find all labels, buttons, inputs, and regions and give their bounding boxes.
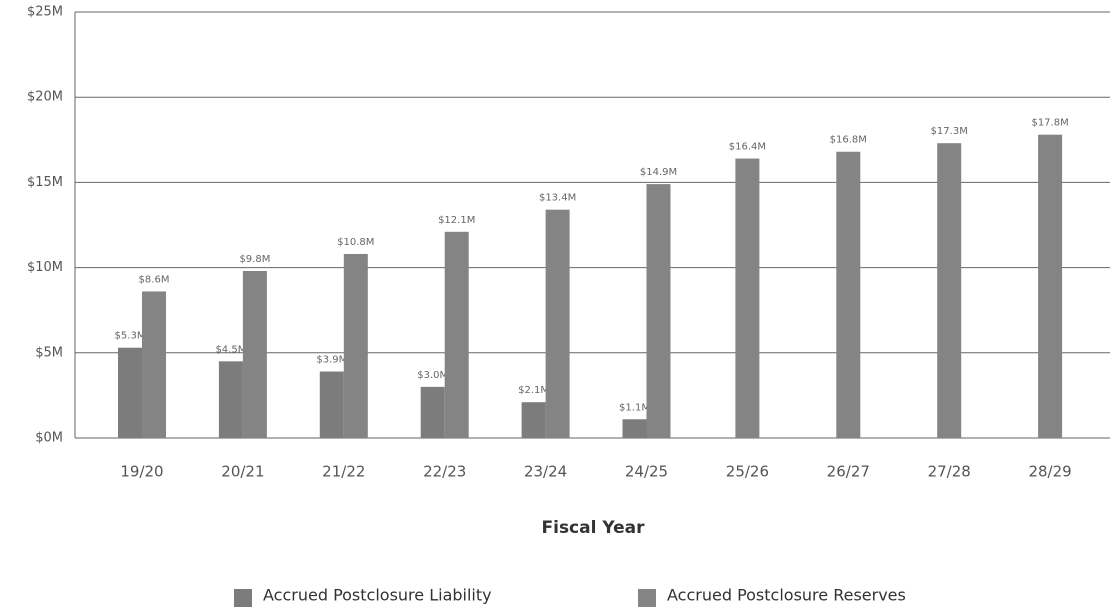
x-tick-label: 28/29 xyxy=(1028,463,1071,481)
bar xyxy=(319,371,344,438)
bar xyxy=(142,291,166,438)
legend-label: Accrued Postclosure Reserves xyxy=(667,586,906,605)
bar xyxy=(218,361,243,438)
bar xyxy=(937,143,962,438)
y-tick-label: $0M xyxy=(35,431,63,446)
data-label: $3.9M xyxy=(316,355,347,366)
y-tick-label: $5M xyxy=(35,345,63,360)
bar xyxy=(545,209,570,438)
y-tick-label: $25M xyxy=(27,5,63,20)
data-label: $8.6M xyxy=(139,274,170,285)
data-label: $17.8M xyxy=(1031,118,1068,129)
data-label: $4.5M xyxy=(215,344,246,355)
data-label: $1.1M xyxy=(619,402,650,413)
x-tick-label: 27/28 xyxy=(928,463,971,481)
bar xyxy=(242,271,267,438)
x-axis-title: Fiscal Year xyxy=(542,518,646,538)
bar xyxy=(836,151,861,438)
x-tick-label: 19/20 xyxy=(120,463,163,481)
bar xyxy=(622,419,647,438)
data-label: $10.8M xyxy=(337,237,374,248)
x-tick-label: 26/27 xyxy=(827,463,870,481)
legend-swatch xyxy=(234,589,252,607)
data-label: $16.8M xyxy=(830,135,867,146)
y-tick-label: $20M xyxy=(27,90,63,105)
bar xyxy=(521,402,546,438)
x-tick-label: 25/26 xyxy=(726,463,769,481)
bar xyxy=(444,231,469,438)
data-label: $14.9M xyxy=(640,167,677,178)
data-label: $3.0M xyxy=(417,370,448,381)
legend-swatch xyxy=(638,589,656,607)
data-label: $13.4M xyxy=(539,193,576,204)
x-tick-label: 21/22 xyxy=(322,463,365,481)
bar xyxy=(420,386,445,438)
bar xyxy=(735,158,760,438)
data-label: $5.3M xyxy=(115,331,146,342)
data-label: $9.8M xyxy=(239,254,270,265)
x-tick-label: 24/25 xyxy=(625,463,668,481)
data-label: $17.3M xyxy=(931,126,968,137)
bar xyxy=(1038,134,1063,439)
bar xyxy=(343,253,368,438)
bar xyxy=(118,347,142,438)
data-label: $2.1M xyxy=(518,385,549,396)
x-tick-label: 23/24 xyxy=(524,463,567,481)
bar xyxy=(646,184,671,438)
y-tick-label: $15M xyxy=(27,175,63,190)
data-label: $16.4M xyxy=(729,142,766,153)
x-tick-label: 20/21 xyxy=(221,463,264,481)
data-label: $12.1M xyxy=(438,215,475,226)
y-tick-label: $10M xyxy=(27,260,63,275)
x-tick-label: 22/23 xyxy=(423,463,466,481)
legend-label: Accrued Postclosure Liability xyxy=(263,586,492,605)
